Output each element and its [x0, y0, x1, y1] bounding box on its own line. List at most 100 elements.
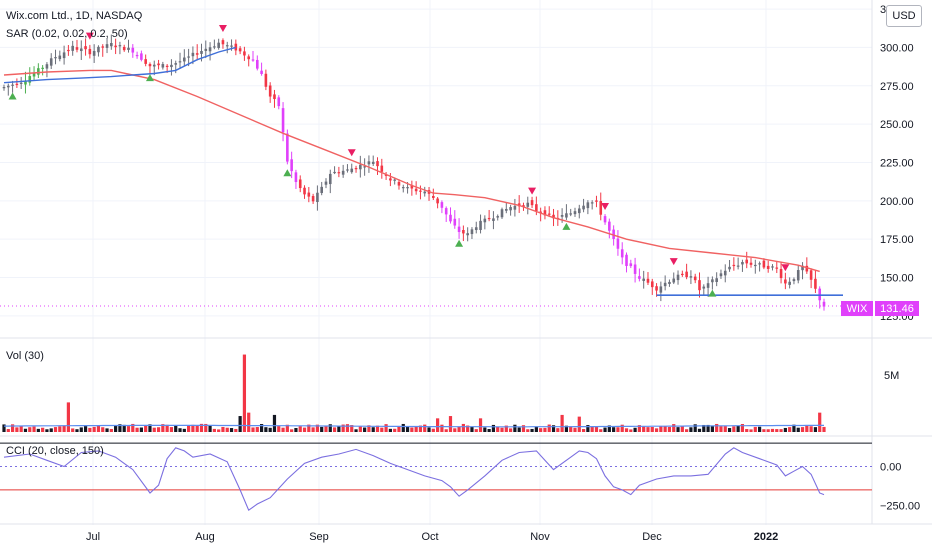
candle-body [341, 170, 345, 175]
candle-body [303, 187, 306, 195]
volume-bar [367, 425, 371, 432]
candle-body [114, 45, 117, 48]
volume-bar [599, 429, 603, 432]
candle-body [749, 262, 753, 265]
volume-bar [444, 429, 448, 432]
volume-bar [702, 424, 706, 432]
candle-body [723, 270, 727, 276]
candle-body [552, 214, 555, 219]
volume-bar [83, 426, 88, 432]
candle-body [11, 84, 14, 86]
candle-body [736, 265, 740, 267]
candle-body [6, 85, 10, 88]
volume-bar [131, 423, 135, 432]
candle-body [243, 51, 246, 56]
sar-marker-up [283, 169, 292, 177]
volume-bar [350, 425, 354, 432]
volume-bar [384, 424, 388, 432]
candle-body [49, 58, 53, 66]
volume-bar [590, 426, 594, 432]
sar-marker-down [528, 187, 537, 195]
candle-body [183, 57, 186, 62]
candle-body [135, 54, 139, 57]
volume-bar [723, 426, 727, 432]
candle-body [616, 238, 620, 249]
volume-bar [135, 427, 139, 432]
volume-bar [418, 425, 423, 432]
volume-bar [405, 426, 410, 432]
volume-bar [809, 426, 813, 432]
candle-body [487, 217, 491, 220]
volume-bar [238, 416, 242, 432]
volume-bar [75, 429, 79, 432]
candle-body [178, 61, 182, 63]
volume-bar [281, 427, 285, 432]
candle-body [333, 171, 336, 174]
volume-bar [736, 425, 740, 432]
candle-body [45, 64, 49, 69]
candle-body [698, 280, 701, 291]
candle-body [127, 47, 130, 50]
volume-bar [478, 418, 483, 432]
candle-body [238, 48, 242, 52]
candle-body [354, 168, 358, 170]
volume-bar [556, 428, 560, 432]
candle-body [221, 40, 225, 45]
volume-bar [324, 425, 328, 432]
volume-bar [45, 429, 49, 432]
volume-bar [268, 427, 272, 432]
volume-bar [79, 427, 83, 432]
candle-body [324, 181, 328, 185]
x-tick-label: Jul [86, 531, 100, 543]
candle-body [37, 68, 40, 75]
volume-bar [217, 429, 221, 432]
candle-body [88, 48, 92, 55]
candle-body [599, 201, 603, 215]
currency-button[interactable]: USD [886, 5, 922, 27]
candle-body [535, 204, 538, 211]
candle-body [191, 52, 195, 57]
price-pane[interactable] [0, 25, 872, 311]
volume-bar [401, 423, 405, 432]
candle-body [161, 64, 165, 68]
candle-body [131, 47, 135, 53]
volume-bar [758, 426, 762, 432]
candle-body [54, 57, 57, 59]
volume-bar [521, 425, 526, 432]
candle-body [775, 267, 779, 269]
grid-lines [0, 0, 932, 525]
volume-bar [41, 427, 45, 432]
volume-bar [182, 428, 186, 432]
volume-bar [569, 426, 573, 432]
candle-body [118, 45, 122, 47]
candle-body [771, 266, 774, 268]
candle-body [105, 44, 109, 48]
candle-body [814, 278, 817, 289]
volume-bar [822, 426, 826, 432]
axes: 125.00150.00175.00200.00225.00250.00275.… [86, 4, 920, 543]
volume-bar [23, 428, 28, 432]
volume-bar [88, 427, 92, 432]
candle-body [273, 94, 276, 100]
volume-bar [96, 424, 101, 432]
volume-bar [753, 426, 757, 432]
cci-pane[interactable] [0, 442, 872, 512]
candle-body [277, 97, 281, 107]
candle-body [655, 286, 658, 291]
volume-bar [603, 427, 607, 432]
candle-body [406, 187, 409, 189]
candle-body [766, 265, 770, 269]
candle-body [436, 198, 439, 204]
candle-body [67, 49, 70, 52]
candle-body [565, 213, 568, 218]
candle-body [217, 42, 220, 48]
candle-body [187, 56, 190, 58]
volume-bar [740, 424, 745, 432]
candle-body [414, 188, 418, 192]
candle-body [15, 83, 19, 85]
sar-marker-up [562, 222, 571, 230]
volume-pane[interactable] [2, 354, 826, 432]
volume-bar [410, 427, 414, 432]
candle-body [316, 192, 319, 203]
candle-body [784, 279, 787, 284]
